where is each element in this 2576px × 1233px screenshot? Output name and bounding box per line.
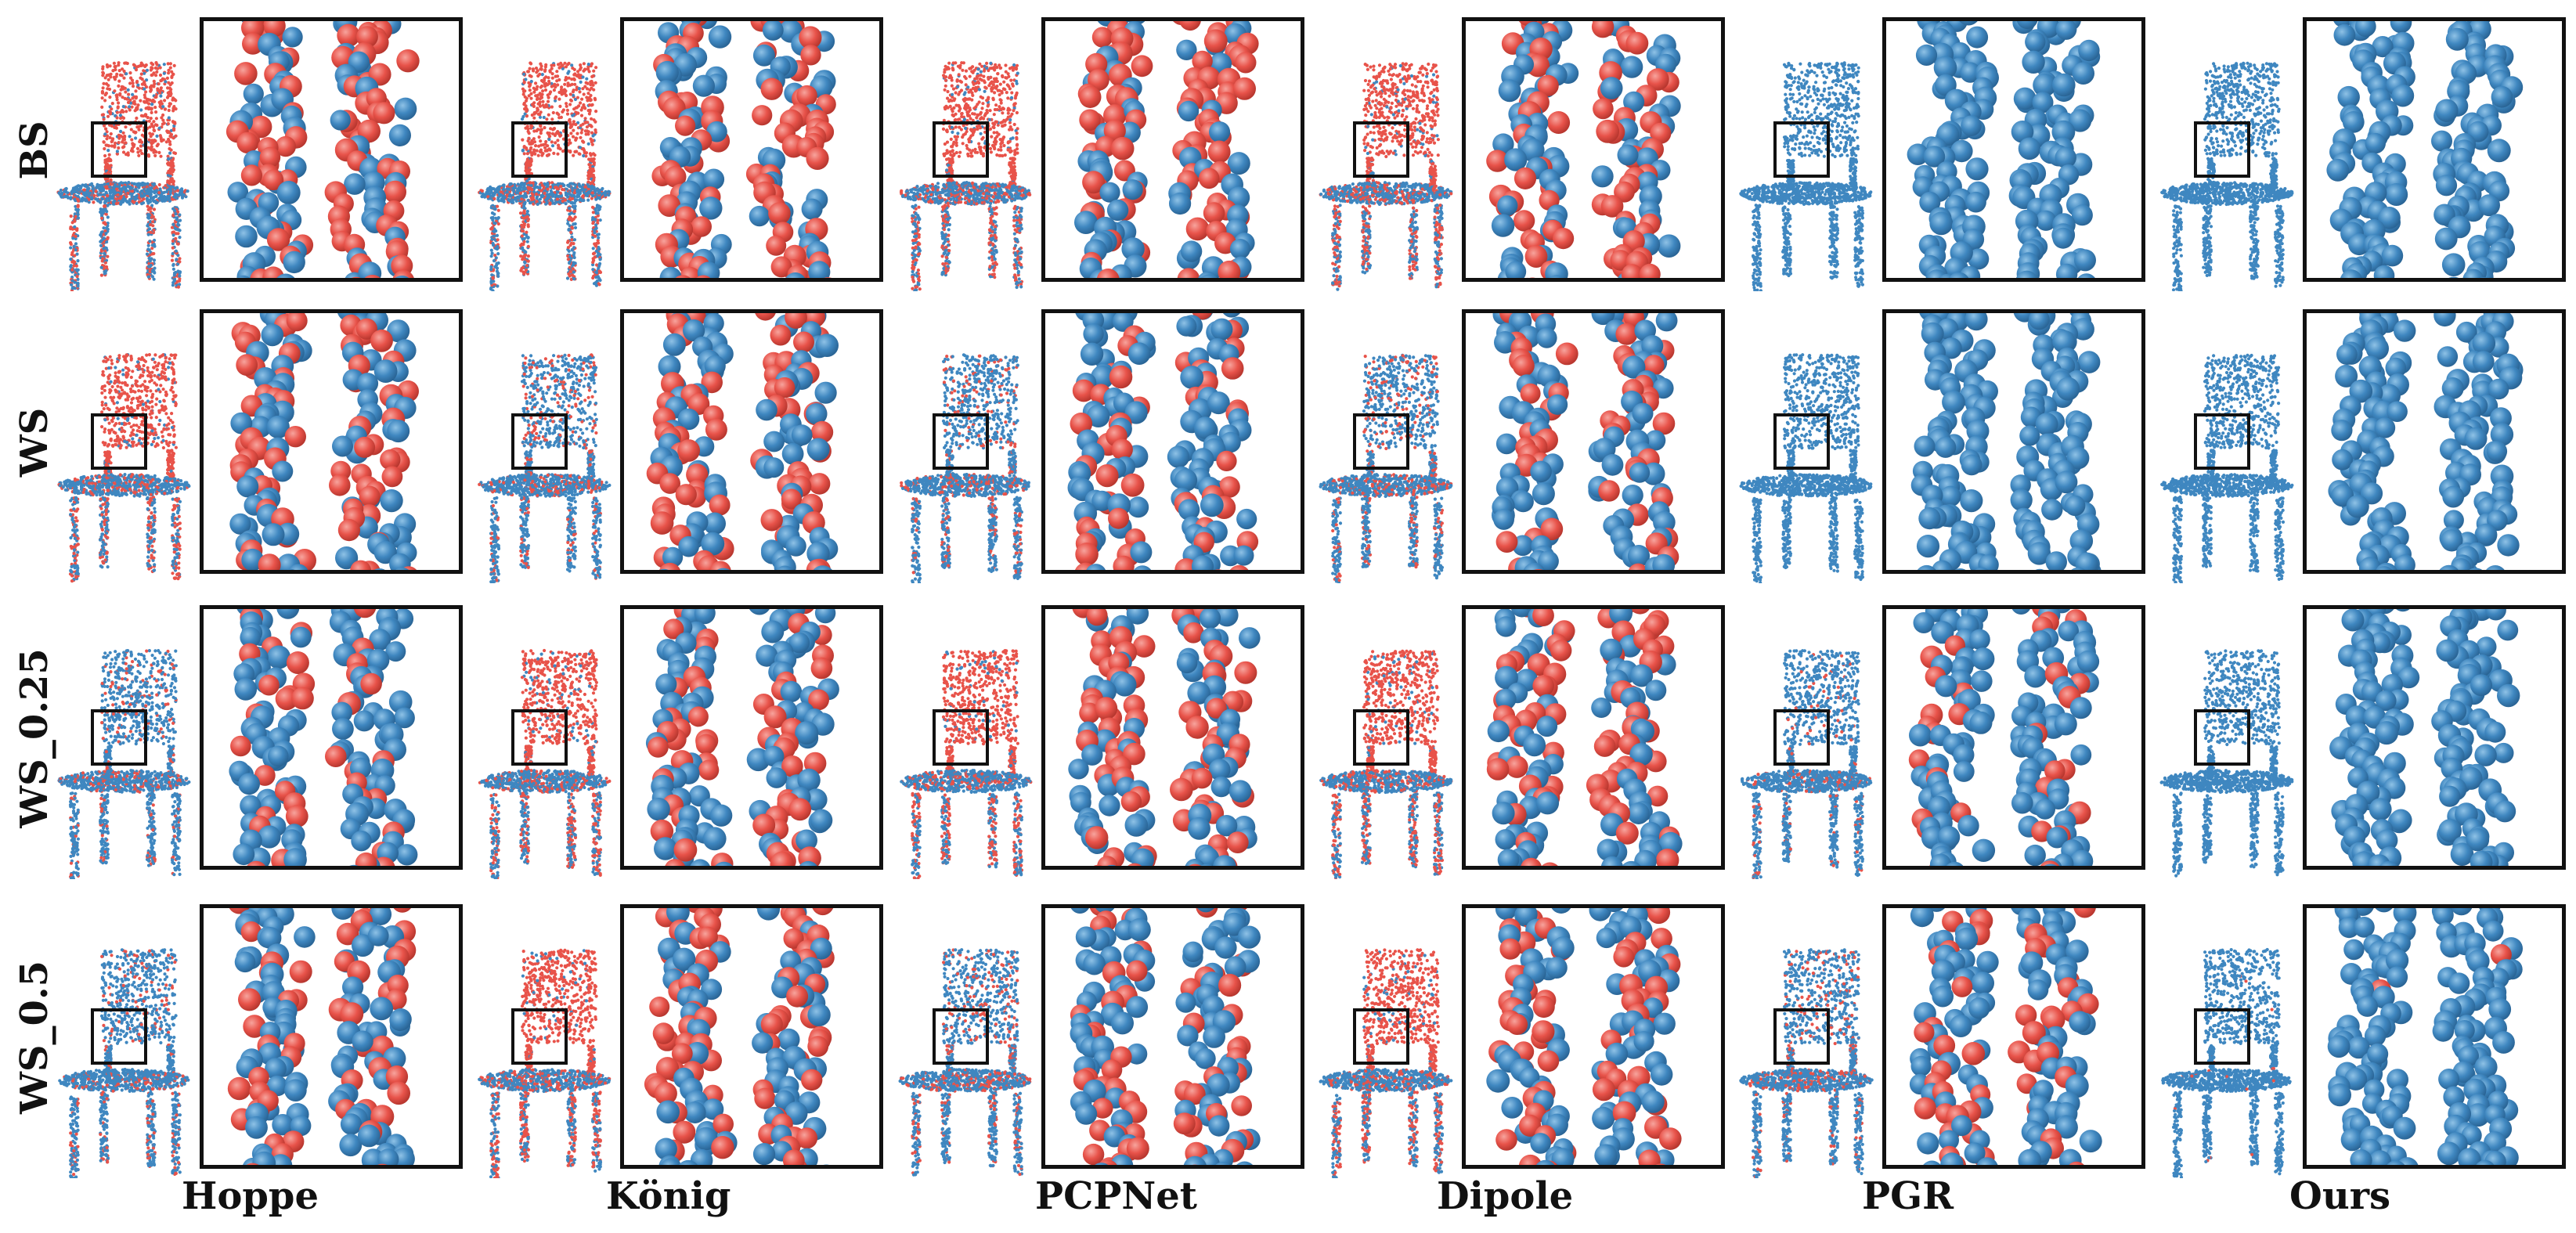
zoom-region-indicator bbox=[1773, 121, 1830, 178]
zoom-region-indicator bbox=[1353, 1008, 1409, 1065]
zoom-inset bbox=[200, 605, 463, 870]
point-cloud-thumbnail bbox=[475, 49, 616, 291]
point-cloud-thumbnail bbox=[1737, 49, 1878, 291]
point-cloud-thumbnail bbox=[55, 341, 196, 583]
point-cloud-thumbnail bbox=[2158, 49, 2299, 291]
zoom-inset bbox=[1462, 309, 1725, 574]
zoom-region-indicator bbox=[511, 121, 568, 178]
column-label: PGR bbox=[1862, 1174, 1954, 1218]
zoom-inset bbox=[1041, 17, 1304, 282]
row-label: WS bbox=[13, 408, 56, 478]
zoom-region-indicator bbox=[511, 709, 568, 766]
point-cloud-thumbnail bbox=[1737, 341, 1878, 583]
point-cloud-thumbnail bbox=[2158, 936, 2299, 1178]
point-cloud-thumbnail bbox=[897, 936, 1037, 1178]
zoom-inset bbox=[2303, 17, 2566, 282]
zoom-region-indicator bbox=[1773, 1008, 1830, 1065]
point-cloud-thumbnail bbox=[2158, 341, 2299, 583]
column-label: PCPNet bbox=[1035, 1174, 1197, 1218]
zoom-inset bbox=[1041, 309, 1304, 574]
point-cloud-thumbnail bbox=[1317, 636, 1458, 879]
row-label: BS bbox=[13, 121, 56, 179]
zoom-inset bbox=[620, 309, 883, 574]
column-label: Hoppe bbox=[182, 1174, 319, 1218]
zoom-inset bbox=[1882, 17, 2145, 282]
zoom-inset bbox=[2303, 309, 2566, 574]
row-label: WS_0.5 bbox=[13, 961, 56, 1114]
zoom-region-indicator bbox=[2194, 709, 2250, 766]
zoom-region-indicator bbox=[2194, 413, 2250, 470]
point-cloud-thumbnail bbox=[55, 49, 196, 291]
point-cloud-thumbnail bbox=[897, 341, 1037, 583]
zoom-inset bbox=[200, 309, 463, 574]
point-cloud-thumbnail bbox=[475, 636, 616, 879]
zoom-region-indicator bbox=[2194, 1008, 2250, 1065]
point-cloud-thumbnail bbox=[1317, 49, 1458, 291]
row-label: WS_0.25 bbox=[13, 648, 56, 827]
zoom-region-indicator bbox=[1773, 709, 1830, 766]
column-label: Ours bbox=[2289, 1174, 2390, 1218]
zoom-inset bbox=[620, 904, 883, 1169]
point-cloud-thumbnail bbox=[1317, 341, 1458, 583]
zoom-inset bbox=[200, 904, 463, 1169]
zoom-region-indicator bbox=[2194, 121, 2250, 178]
zoom-inset bbox=[1462, 605, 1725, 870]
zoom-region-indicator bbox=[1353, 121, 1409, 178]
zoom-inset bbox=[1462, 17, 1725, 282]
column-label: König bbox=[606, 1174, 731, 1218]
column-label: Dipole bbox=[1437, 1174, 1573, 1218]
point-cloud-thumbnail bbox=[475, 341, 616, 583]
point-cloud-thumbnail bbox=[1737, 636, 1878, 879]
zoom-region-indicator bbox=[91, 1008, 147, 1065]
zoom-region-indicator bbox=[1773, 413, 1830, 470]
zoom-region-indicator bbox=[91, 121, 147, 178]
zoom-inset bbox=[2303, 904, 2566, 1169]
zoom-region-indicator bbox=[933, 709, 989, 766]
zoom-region-indicator bbox=[1353, 413, 1409, 470]
zoom-inset bbox=[2303, 605, 2566, 870]
zoom-region-indicator bbox=[91, 709, 147, 766]
zoom-inset bbox=[620, 17, 883, 282]
zoom-inset bbox=[200, 17, 463, 282]
point-cloud-thumbnail bbox=[897, 49, 1037, 291]
point-cloud-thumbnail bbox=[1317, 936, 1458, 1178]
point-cloud-thumbnail bbox=[55, 636, 196, 879]
zoom-inset bbox=[1882, 904, 2145, 1169]
zoom-region-indicator bbox=[933, 413, 989, 470]
point-cloud-thumbnail bbox=[2158, 636, 2299, 879]
zoom-region-indicator bbox=[511, 413, 568, 470]
point-cloud-thumbnail bbox=[897, 636, 1037, 879]
zoom-region-indicator bbox=[91, 413, 147, 470]
zoom-inset bbox=[1041, 605, 1304, 870]
zoom-region-indicator bbox=[1353, 709, 1409, 766]
zoom-inset bbox=[620, 605, 883, 870]
zoom-region-indicator bbox=[933, 121, 989, 178]
zoom-region-indicator bbox=[511, 1008, 568, 1065]
zoom-region-indicator bbox=[933, 1008, 989, 1065]
zoom-inset bbox=[1041, 904, 1304, 1169]
point-cloud-thumbnail bbox=[475, 936, 616, 1178]
zoom-inset bbox=[1882, 605, 2145, 870]
point-cloud-thumbnail bbox=[1737, 936, 1878, 1178]
zoom-inset bbox=[1462, 904, 1725, 1169]
zoom-inset bbox=[1882, 309, 2145, 574]
point-cloud-thumbnail bbox=[55, 936, 196, 1178]
